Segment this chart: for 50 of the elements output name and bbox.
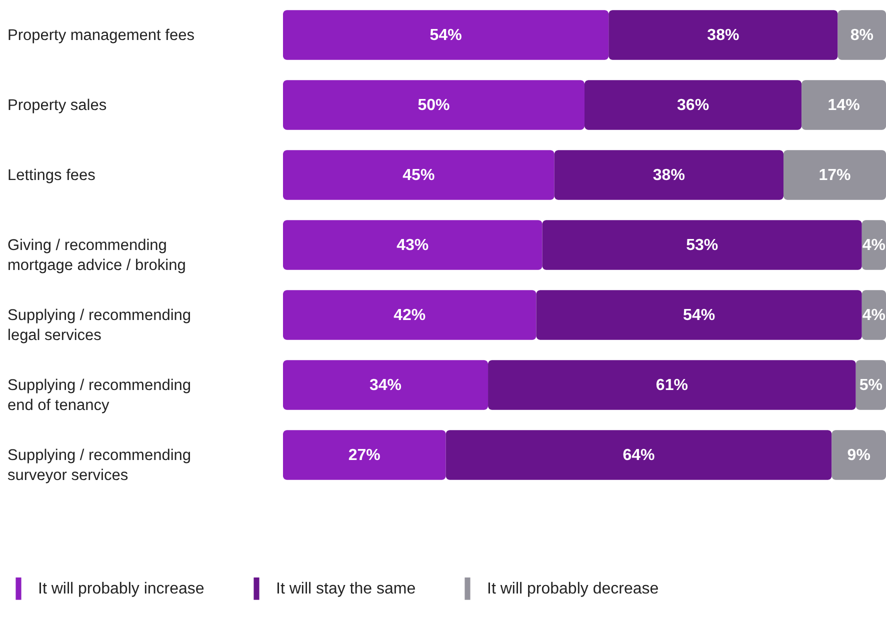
data-label: 64% (622, 447, 655, 464)
bar (283, 150, 554, 200)
data-label: 34% (369, 377, 402, 394)
data-label: 42% (394, 307, 426, 324)
data-label: 27% (348, 447, 380, 464)
bar (283, 10, 609, 60)
bar (446, 430, 832, 480)
legend-label: It will stay the same (276, 580, 416, 598)
data-label: 17% (818, 167, 851, 184)
data-label: 53% (686, 237, 718, 254)
bar (856, 360, 886, 410)
bar (554, 150, 784, 200)
data-label: 50% (418, 97, 450, 114)
y-tick-label: Supplying / recommending legal services (8, 307, 192, 344)
bar (832, 430, 886, 480)
data-label: 38% (652, 167, 685, 184)
bar (283, 430, 446, 480)
bar (542, 220, 862, 270)
data-label: 9% (847, 447, 870, 464)
data-label: 4% (862, 237, 886, 254)
legend-label: It will probably increase (38, 580, 204, 598)
bar (488, 360, 856, 410)
data-label: 54% (683, 307, 716, 324)
y-tick-label: Supplying / recommending surveyor services (8, 447, 192, 484)
bar (608, 10, 838, 60)
y-tick-label: Property sales (8, 97, 107, 114)
bar (283, 360, 488, 410)
data-label: 8% (850, 27, 874, 44)
bar (283, 290, 536, 340)
data-label: 36% (677, 97, 710, 114)
data-label: 43% (396, 237, 429, 254)
data-label: 14% (828, 97, 860, 114)
bar (838, 10, 886, 60)
bar (802, 80, 886, 130)
y-tick-label: Giving / recommending mortgage advice / broking (8, 237, 186, 274)
y-tick-label: Lettings fees (8, 167, 96, 184)
bar (283, 220, 542, 270)
data-label: 4% (862, 307, 886, 324)
data-label: 38% (707, 27, 740, 44)
y-tick-label: Property management fees (8, 27, 195, 44)
y-tick-label: Supplying / recommending end of tenancy (8, 377, 192, 414)
data-label: 45% (402, 167, 435, 184)
legend-label: It will probably decrease (487, 580, 659, 598)
bar (783, 150, 886, 200)
data-label: 5% (859, 377, 882, 394)
data-label: 54% (430, 27, 462, 44)
data-label: 61% (656, 377, 688, 394)
bar (536, 290, 862, 340)
bar (584, 80, 802, 130)
bar (283, 80, 584, 130)
